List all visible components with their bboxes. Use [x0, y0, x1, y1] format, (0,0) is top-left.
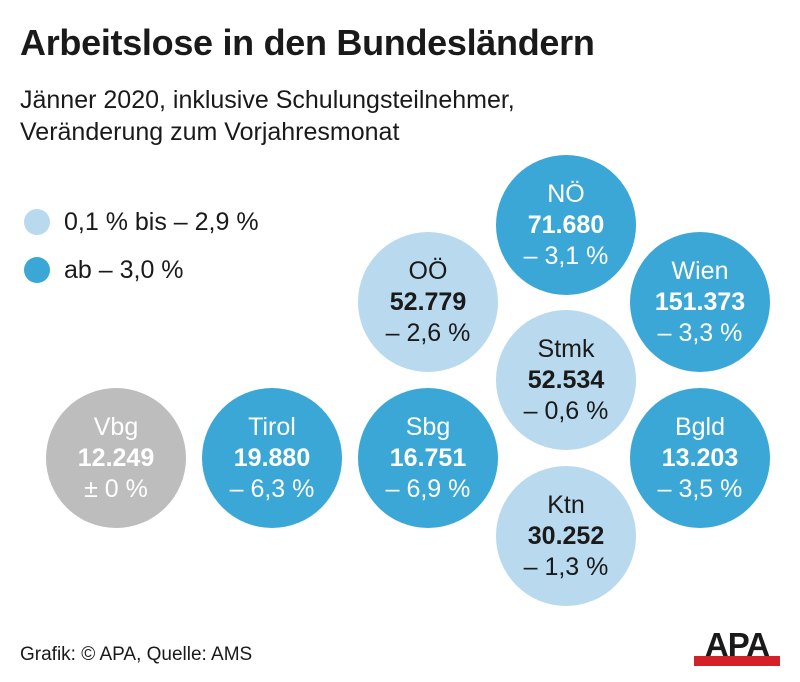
source-note: Grafik: © APA, Quelle: AMS: [20, 644, 253, 665]
bubble-change: ± 0 %: [84, 474, 148, 503]
bubble-sbg: Sbg 16.751– 6,9 %: [358, 388, 498, 528]
bubble-ooe: OÖ 52.779– 2,6 %: [358, 232, 498, 372]
bubble-name: Vbg: [93, 412, 139, 441]
bubble-wien: Wien 151.373– 3,3 %: [630, 232, 770, 372]
chart-subtitle: Jänner 2020, inklusive Schulungsteilnehm…: [20, 84, 515, 148]
legend-swatch-dark: [24, 257, 50, 283]
legend-label-light: 0,1 % bis – 2,9 %: [64, 207, 259, 236]
bubble-change: – 6,9 %: [385, 474, 471, 503]
bubble-stmk: Stmk 52.534– 0,6 %: [496, 310, 636, 450]
bubble-tirol: Tirol 19.880– 6,3 %: [202, 388, 342, 528]
bubble-vbg: Vbg 12.249 ± 0 %: [46, 388, 186, 528]
bubble-value: 12.249: [77, 443, 155, 472]
bubble-name: Wien: [671, 256, 729, 285]
bubble-name: Tirol: [248, 412, 296, 441]
bubble-ktn: Ktn 30.252– 1,3 %: [496, 466, 636, 606]
bubble-change: – 6,3 %: [229, 474, 315, 503]
bubble-noe: NÖ 71.680– 3,1 %: [496, 155, 636, 295]
bubble-name: Sbg: [405, 412, 451, 441]
bubble-change: – 3,3 %: [657, 318, 743, 347]
bubble-value: 19.880: [233, 443, 311, 472]
bubble-change: – 0,6 %: [523, 396, 609, 425]
bubble-change: – 2,6 %: [385, 318, 471, 347]
bubble-name: Ktn: [547, 490, 585, 519]
legend-swatch-light: [24, 209, 50, 235]
subtitle-line-2: Veränderung zum Vorjahresmonat: [20, 118, 400, 146]
legend: 0,1 % bis – 2,9 % ab – 3,0 %: [24, 208, 259, 304]
bubble-value: 71.680: [527, 210, 605, 239]
bubble-name: Stmk: [537, 334, 595, 363]
bubble-change: – 3,5 %: [657, 474, 743, 503]
bubble-name: OÖ: [408, 256, 448, 285]
bubble-change: – 3,1 %: [523, 241, 609, 270]
legend-label-dark: ab – 3,0 %: [64, 255, 184, 284]
bubble-value: 52.534: [527, 365, 605, 394]
legend-item-light: 0,1 % bis – 2,9 %: [24, 208, 259, 236]
apa-logo: APA: [694, 626, 780, 666]
bubble-value: 151.373: [654, 287, 746, 316]
bubble-bgld: Bgld 13.203– 3,5 %: [630, 388, 770, 528]
subtitle-line-1: Jänner 2020, inklusive Schulungsteilnehm…: [20, 86, 515, 114]
bubble-value: 52.779: [389, 287, 467, 316]
bubble-value: 16.751: [389, 443, 467, 472]
chart-title: Arbeitslose in den Bundesländern: [20, 22, 595, 63]
bubble-name: NÖ: [547, 179, 585, 208]
bubble-value: 30.252: [527, 521, 605, 550]
legend-item-dark: ab – 3,0 %: [24, 256, 259, 284]
bubble-change: – 1,3 %: [523, 552, 609, 581]
bubble-name: Bgld: [674, 412, 726, 441]
bubble-value: 13.203: [661, 443, 739, 472]
